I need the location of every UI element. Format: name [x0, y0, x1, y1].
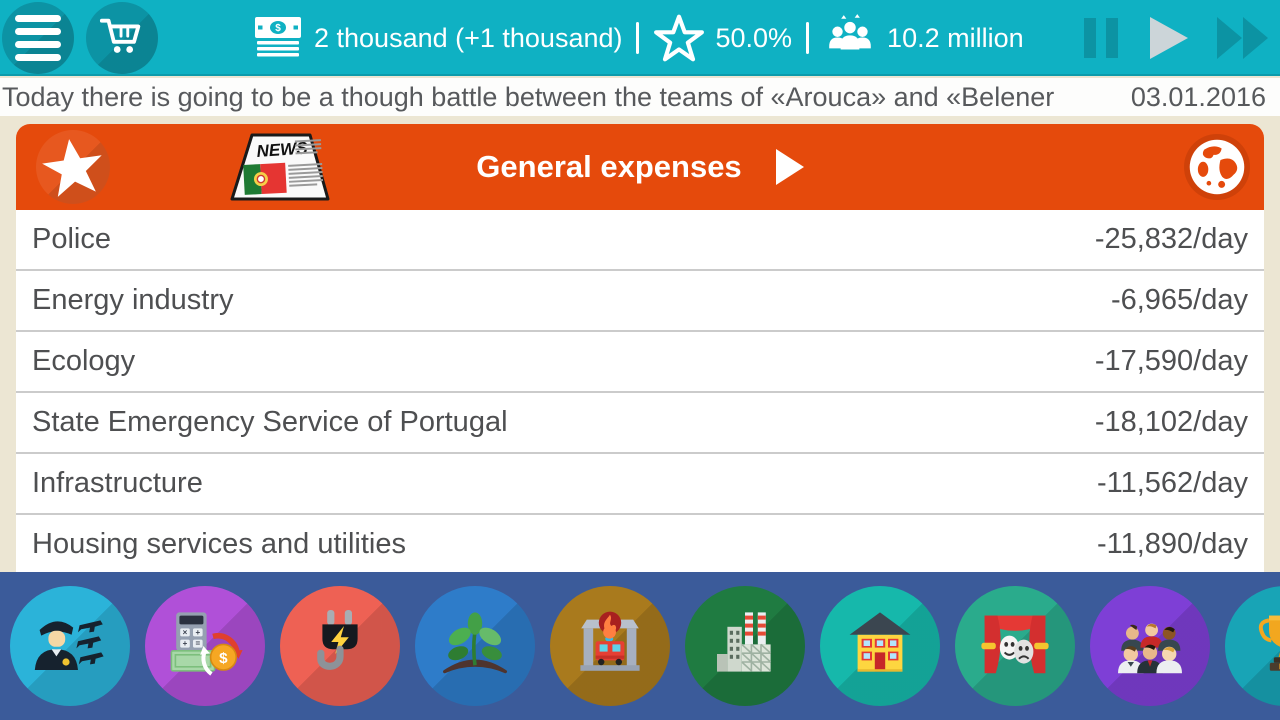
- category-industry-button[interactable]: [685, 586, 805, 706]
- calculator-money-icon: × + + = $: [170, 612, 243, 676]
- factory-icon: [717, 612, 772, 672]
- expenses-panel: NEWS: [16, 124, 1264, 572]
- game-date: 03.01.2016: [1108, 81, 1280, 113]
- top-stats: $ 2 thousand (+1 thousand) 50.0%: [252, 0, 1024, 76]
- pause-icon: [1084, 18, 1118, 58]
- row-label: State Emergency Service of Portugal: [32, 406, 508, 438]
- fast-forward-button[interactable]: [1216, 16, 1268, 60]
- newspaper-icon: NEWS: [230, 133, 330, 201]
- theater-icon: [981, 615, 1049, 674]
- globe-icon: [1189, 139, 1245, 195]
- expense-row-energy[interactable]: Energy industry -6,965/day: [16, 271, 1264, 332]
- row-value: -18,102/day: [1094, 406, 1248, 438]
- star-icon: [42, 139, 102, 197]
- category-achievements-button[interactable]: [1225, 586, 1280, 706]
- expense-row-police[interactable]: Police -25,832/day: [16, 210, 1264, 271]
- svg-text:$: $: [219, 650, 228, 667]
- fire-station-icon: [580, 611, 640, 671]
- row-value: -25,832/day: [1094, 223, 1248, 255]
- police-icon: [34, 620, 104, 670]
- category-bar: × + + = $: [0, 572, 1280, 720]
- main-content: NEWS: [0, 116, 1280, 572]
- panel-header: NEWS: [16, 124, 1264, 210]
- hamburger-icon: [15, 15, 61, 61]
- fast-forward-icon: [1217, 17, 1268, 59]
- news-button[interactable]: NEWS: [224, 132, 336, 207]
- row-value: -6,965/day: [1110, 284, 1248, 316]
- row-label: Police: [32, 223, 111, 255]
- people-icon: [1118, 623, 1182, 674]
- separator: [636, 22, 640, 54]
- title-group: General expenses: [476, 149, 804, 185]
- play-button[interactable]: [1148, 15, 1190, 61]
- svg-text:$: $: [275, 23, 281, 34]
- svg-text:NEWS: NEWS: [256, 138, 309, 161]
- expense-row-emergency[interactable]: State Emergency Service of Portugal -18,…: [16, 393, 1264, 454]
- ticker-text: Today there is going to be a though batt…: [2, 81, 1055, 112]
- svg-text:+: +: [183, 639, 188, 648]
- svg-text:×: ×: [183, 628, 188, 637]
- trophy-icon: [1258, 615, 1280, 671]
- category-energy-button[interactable]: [280, 586, 400, 706]
- top-bar: $ 2 thousand (+1 thousand) 50.0%: [0, 0, 1280, 76]
- population-value: 10.2 million: [887, 22, 1024, 53]
- time-controls: [1082, 0, 1268, 76]
- population-icon: [829, 14, 871, 50]
- category-finance-button[interactable]: × + + = $: [145, 586, 265, 706]
- pause-button[interactable]: [1082, 16, 1122, 60]
- cart-icon: [99, 18, 141, 53]
- category-fire-service-button[interactable]: [550, 586, 670, 706]
- category-culture-button[interactable]: [955, 586, 1075, 706]
- expense-row-ecology[interactable]: Ecology -17,590/day: [16, 332, 1264, 393]
- row-label: Energy industry: [32, 284, 234, 316]
- world-button[interactable]: [1184, 134, 1250, 200]
- category-housing-button[interactable]: [820, 586, 940, 706]
- rating-star-icon: [654, 14, 705, 62]
- shop-button[interactable]: [86, 2, 158, 74]
- money-value: 2 thousand (+1 thousand): [314, 22, 623, 53]
- house-icon: [849, 612, 911, 672]
- plant-icon: [443, 612, 507, 674]
- row-label: Housing services and utilities: [32, 528, 406, 560]
- expense-row-housing[interactable]: Housing services and utilities -11,890/d…: [16, 515, 1264, 572]
- favorites-button[interactable]: [36, 130, 110, 204]
- play-icon: [1150, 17, 1188, 59]
- row-value: -17,590/day: [1094, 345, 1248, 377]
- separator: [806, 22, 810, 54]
- row-label: Ecology: [32, 345, 136, 377]
- menu-button[interactable]: [2, 2, 74, 74]
- category-society-button[interactable]: [1090, 586, 1210, 706]
- svg-text:=: =: [195, 639, 200, 648]
- row-value: -11,890/day: [1096, 528, 1248, 560]
- row-label: Infrastructure: [32, 467, 203, 499]
- next-arrow-icon[interactable]: [775, 149, 804, 185]
- expense-row-infrastructure[interactable]: Infrastructure -11,562/day: [16, 454, 1264, 515]
- news-ticker: Today there is going to be a though batt…: [0, 78, 1280, 116]
- panel-title: General expenses: [476, 149, 742, 184]
- plug-icon: [317, 610, 358, 670]
- svg-text:+: +: [195, 628, 200, 637]
- money-icon: $: [255, 17, 301, 57]
- rating-value: 50.0%: [715, 22, 793, 53]
- category-police-button[interactable]: [10, 586, 130, 706]
- row-value: -11,562/day: [1096, 467, 1248, 499]
- category-ecology-button[interactable]: [415, 586, 535, 706]
- expenses-list: Police -25,832/day Energy industry -6,96…: [16, 210, 1264, 572]
